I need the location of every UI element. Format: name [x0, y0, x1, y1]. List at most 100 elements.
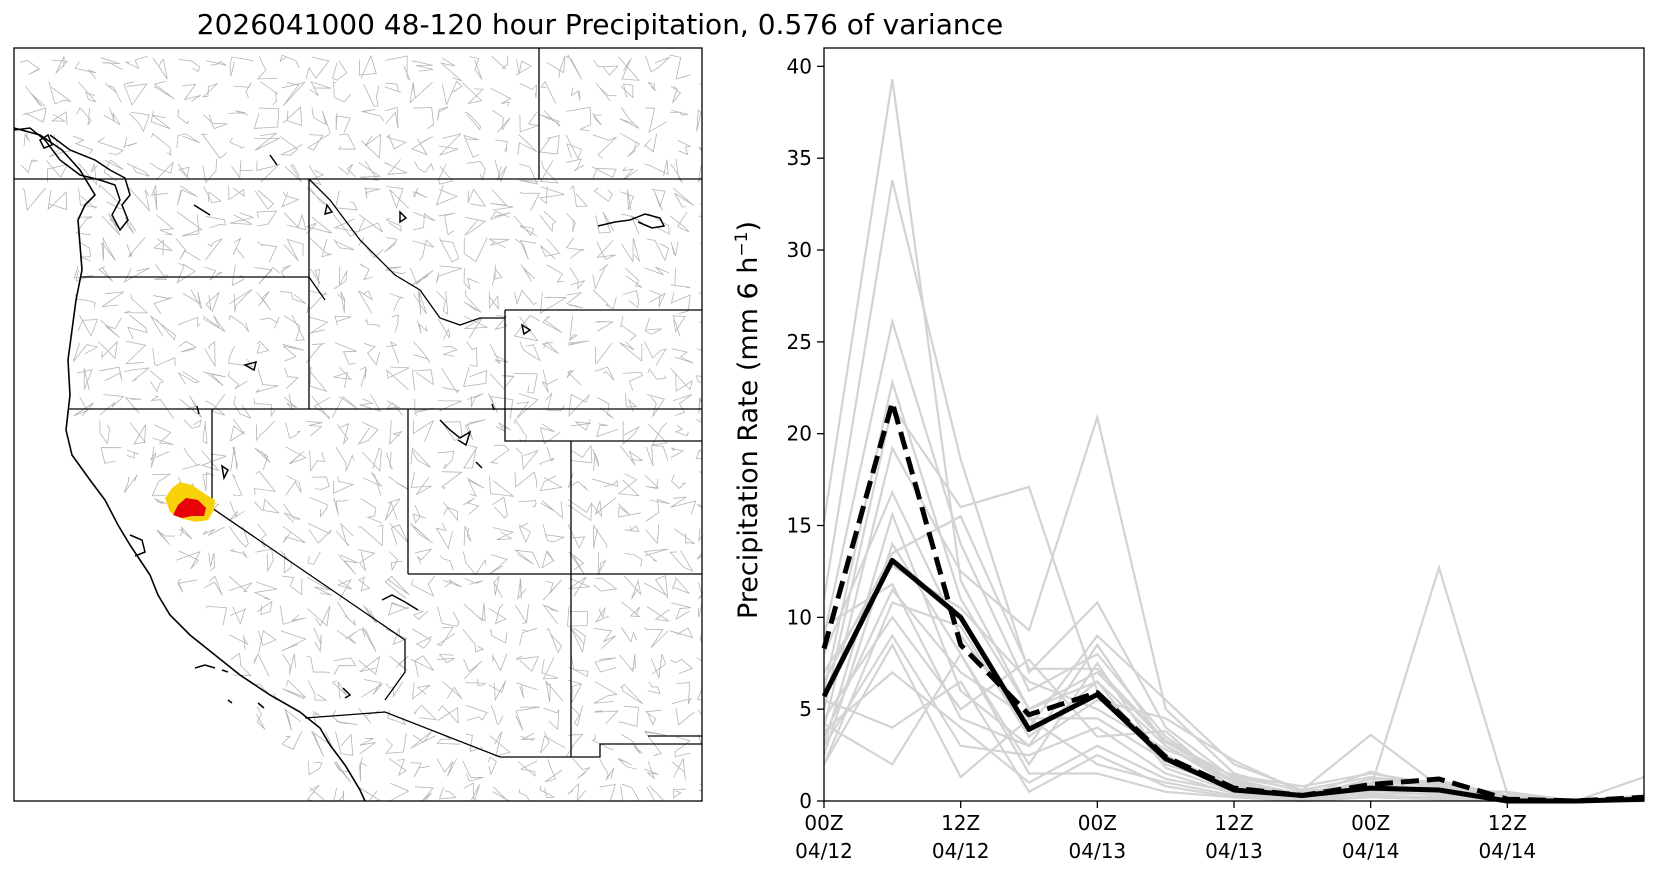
basin-outline	[516, 393, 539, 419]
basin-outline	[463, 367, 488, 387]
basin-outline	[201, 133, 227, 159]
basin-outline	[492, 786, 511, 801]
chart-frame	[823, 47, 1645, 802]
basin-outline	[490, 554, 508, 574]
basin-outline	[228, 185, 245, 201]
basin-outline	[487, 756, 497, 776]
basin-outline	[436, 653, 455, 664]
basin-outline	[620, 189, 634, 211]
basin-outline	[309, 366, 328, 393]
basin-outline	[152, 424, 174, 445]
basin-outline	[619, 106, 640, 129]
basin-outline	[359, 366, 367, 388]
basin-outline	[103, 107, 121, 126]
weighted-mean-dashed-line	[821, 400, 1645, 804]
basin-outline	[465, 679, 487, 687]
basin-outline	[495, 422, 511, 432]
basin-outline	[436, 290, 449, 316]
basin-outline	[539, 785, 556, 799]
basin-outline	[414, 786, 434, 801]
basin-outline	[77, 240, 91, 262]
basin-outline	[644, 627, 669, 649]
basin-outline	[205, 60, 227, 66]
basin-outline	[698, 146, 702, 153]
basin-outline	[256, 55, 278, 80]
basin-outline	[335, 447, 355, 472]
basin-outline	[619, 132, 640, 157]
basin-outline	[176, 211, 203, 237]
basin-outline	[76, 107, 92, 126]
basin-outline	[256, 291, 272, 311]
y-tick-label: 25	[787, 330, 812, 354]
basin-outline	[618, 653, 636, 673]
basin-outline	[590, 734, 614, 751]
basin-outline	[410, 523, 433, 544]
basin-outline	[591, 166, 617, 179]
basin-outline	[491, 55, 509, 70]
basin-outline	[541, 550, 555, 569]
x-tick-label-time: 12Z	[1214, 811, 1253, 835]
basin-outline	[284, 315, 305, 341]
basin-outline	[670, 447, 685, 459]
basin-outline	[123, 474, 138, 494]
basin-outline	[539, 186, 565, 205]
basin-outline	[359, 394, 382, 412]
basin-outline	[696, 108, 702, 132]
basin-outline	[123, 267, 150, 283]
basin-outline	[309, 497, 328, 518]
basin-outline	[438, 164, 454, 185]
basin-outline	[412, 682, 431, 700]
basin-outline	[596, 423, 618, 438]
basin-outline	[309, 81, 331, 96]
basin-outline	[176, 262, 196, 284]
basin-outline	[334, 315, 352, 326]
basin-outline	[305, 421, 323, 437]
basin-outline	[440, 555, 454, 571]
basin-outline	[469, 56, 483, 80]
basin-outline	[254, 447, 271, 471]
basin-outline	[156, 529, 175, 545]
basin-outline	[599, 758, 615, 781]
y-tick-label: 15	[787, 514, 812, 538]
basin-outline	[208, 552, 216, 572]
chart-title: 2026041000 48-120 hour Precipitation, 0.…	[196, 8, 1004, 41]
basin-outline	[647, 238, 670, 262]
basin-outline	[228, 501, 245, 522]
ensemble-member-line	[823, 564, 1645, 803]
basin-outline	[178, 58, 201, 73]
basin-outline	[306, 577, 332, 596]
basin-outline	[25, 85, 46, 107]
basin-outline	[645, 524, 660, 545]
basin-outline	[253, 470, 277, 496]
basin-outline	[592, 134, 617, 159]
lake	[399, 210, 408, 224]
y-tick-label: 35	[787, 146, 812, 170]
basin-outline	[307, 784, 326, 801]
basin-outline	[670, 241, 679, 256]
basin-outline	[463, 267, 479, 291]
basin-outline	[384, 497, 401, 521]
basin-outline	[673, 788, 686, 799]
basin-outline	[149, 370, 164, 393]
basin-outline	[228, 110, 248, 116]
basin-outline	[384, 106, 399, 129]
basin-outline	[358, 627, 377, 652]
basin-outline	[124, 397, 142, 414]
basin-outline	[150, 315, 176, 341]
basin-outline	[541, 656, 559, 680]
basin-outline	[311, 107, 331, 134]
basin-outline	[358, 549, 376, 572]
basin-outline	[495, 139, 508, 153]
basin-outline	[152, 57, 168, 80]
basin-outline	[670, 292, 691, 315]
basin-outline	[465, 704, 488, 721]
basin-outline	[675, 707, 695, 726]
basin-outline	[49, 134, 71, 158]
basin-outline	[230, 446, 238, 472]
x-tick-label-date: 04/12	[932, 839, 990, 863]
basin-outline	[307, 522, 332, 544]
basin-outline	[435, 522, 453, 550]
basin-outline	[178, 316, 201, 328]
basin-outline	[337, 578, 353, 601]
basin-outline	[76, 368, 93, 391]
